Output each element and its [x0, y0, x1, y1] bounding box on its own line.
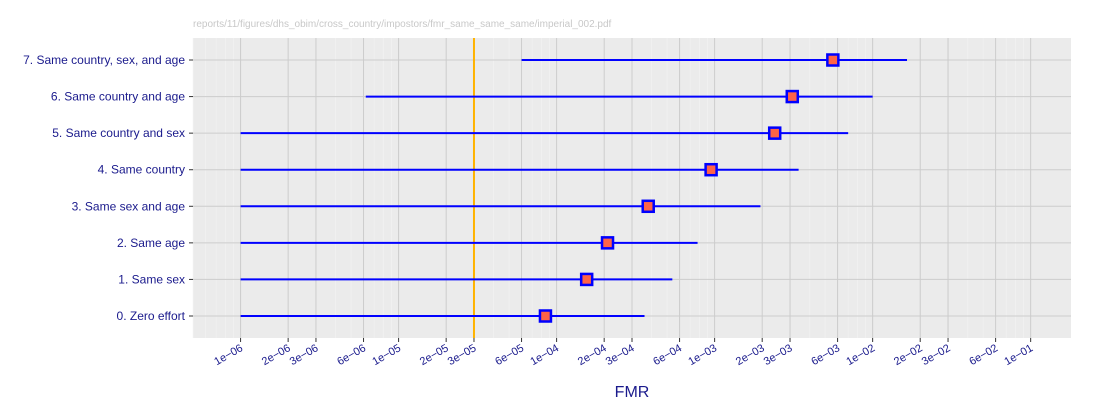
x-tick-label: 1e−05	[370, 342, 403, 368]
series-layer	[240, 53, 908, 323]
x-tick-label: 6e−04	[651, 342, 684, 368]
x-tick-label: 2e−06	[260, 342, 293, 368]
y-tick-label: 2. Same age	[117, 236, 185, 250]
y-tick-label: 5. Same country and sex	[52, 126, 185, 140]
data-point	[538, 309, 553, 323]
x-tick-label: 1e−01	[1002, 342, 1035, 368]
x-tick-label: 6e−05	[493, 342, 526, 368]
y-tick-label: 1. Same sex	[118, 272, 185, 286]
x-tick-label: 3e−04	[604, 342, 637, 368]
x-axis-title: FMR	[615, 384, 650, 401]
data-point	[641, 199, 655, 214]
x-tick-label: 1e−04	[528, 342, 561, 368]
x-tick-label: 2e−03	[734, 342, 767, 368]
x-tick-label: 6e−03	[809, 342, 842, 368]
y-tick-label: 4. Same country	[98, 163, 185, 177]
y-tick-label: 0. Zero effort	[117, 309, 186, 323]
x-tick-label: 2e−05	[418, 342, 451, 368]
data-point	[767, 126, 782, 140]
y-tick-label: 6. Same country and age	[51, 90, 185, 104]
x-tick-label: 3e−03	[762, 342, 795, 368]
data-point	[579, 272, 594, 287]
x-tick-label: 2e−02	[892, 342, 925, 368]
y-tick-label: 3. Same sex and age	[72, 199, 186, 213]
data-point	[704, 162, 718, 177]
y-axis-labels: 0. Zero effort 1. Same sex 2. Same age 3. S…	[23, 53, 193, 323]
data-point	[785, 89, 800, 104]
x-tick-label: 1e−02	[844, 342, 877, 368]
data-point	[826, 53, 840, 67]
x-tick-label: 1e−03	[686, 342, 719, 368]
x-tick-label: 3e−05	[446, 342, 479, 368]
x-tick-label: 6e−02	[967, 342, 1000, 368]
x-tick-label: 6e−06	[335, 342, 368, 368]
y-tick-label: 7. Same country, sex, and age	[23, 53, 185, 67]
x-tick-label: 3e−02	[920, 342, 953, 368]
source-path-label: reports/11/figures/dhs_obim/cross_countr…	[193, 19, 612, 30]
x-tick-label: 3e−06	[288, 342, 321, 368]
x-tick-label: 2e−04	[576, 342, 609, 368]
x-tick-label: 1e−06	[212, 342, 245, 368]
data-point	[600, 236, 615, 250]
